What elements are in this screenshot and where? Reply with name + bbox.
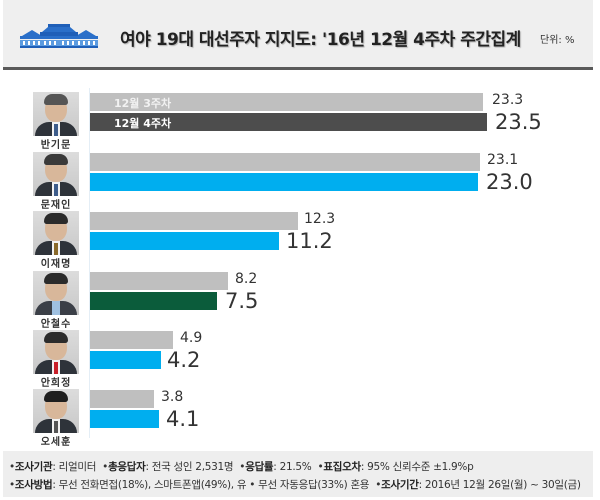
value-curr: 11.2	[286, 229, 333, 253]
value-prev: 3.8	[161, 389, 184, 405]
blue-house-icon	[20, 24, 98, 48]
bar-prev-week: 12월 3주차	[90, 93, 483, 111]
footer-line-2: •조사방법: 무선 전화면접(18%), 스마트폰앱(49%), 유 • 무선 …	[9, 479, 581, 491]
value-prev: 8.2	[235, 271, 258, 287]
candidate-photo	[33, 330, 79, 374]
footer-value: 전국 성인 2,531명	[151, 461, 234, 473]
footer-key: 응답률	[245, 461, 274, 473]
footer-key: 조사기간	[381, 479, 419, 491]
bar-curr-week: 12월 4주차	[90, 113, 487, 131]
footer-key: 조사기관	[14, 461, 53, 473]
candidate-name: 안철수	[40, 319, 72, 330]
unit-label: 단위: %	[540, 35, 575, 46]
chart-title: 여야 19대 대선주자 지지도: '16년 12월 4주차 주간집계	[120, 30, 521, 50]
footer-key: 표집오차	[323, 461, 361, 473]
legend-curr-label: 12월 4주차	[114, 117, 172, 130]
value-curr: 4.2	[167, 348, 201, 372]
footer-value: 2016년 12월 26일(월) ~ 30일(금)	[424, 479, 581, 491]
value-prev: 4.9	[180, 330, 203, 346]
legend-prev-label: 12월 3주차	[114, 97, 172, 110]
bar-prev-week	[90, 390, 154, 408]
candidate-group: 안희정 4.9 4.2	[0, 330, 600, 389]
candidate-name: 문재인	[40, 200, 72, 211]
bar-curr-week	[90, 410, 159, 428]
candidate-group: 오세훈 3.8 4.1	[0, 389, 600, 448]
footer-value: 95% 신뢰수준 ±1.9%p	[367, 461, 474, 473]
candidate-name: 이재명	[40, 259, 72, 270]
footer-line-1: •조사기관: 리얼미터 •총응답자: 전국 성인 2,531명 •응답률: 21…	[9, 461, 474, 473]
candidate-name: 안희정	[40, 378, 72, 389]
footer-key: 조사방법	[14, 479, 53, 491]
bar-chart: 반기문 12월 3주차 12월 4주차 23.3 23.5 문재인 23.1 2…	[0, 76, 600, 448]
candidate-group: 반기문 12월 3주차 12월 4주차 23.3 23.5	[0, 92, 600, 151]
footer-value: 21.5%	[279, 461, 312, 473]
bar-curr-week	[90, 351, 161, 369]
footer-value: 무선 전화면접(18%), 스마트폰앱(49%), 유 • 무선 자동응답(33…	[58, 479, 370, 491]
candidate-name: 반기문	[40, 140, 72, 151]
value-prev: 23.1	[487, 152, 519, 168]
axis-line	[89, 88, 90, 438]
bar-curr-week	[90, 173, 478, 191]
candidate-group: 이재명 12.3 11.2	[0, 211, 600, 270]
footer-value: 리얼미터	[58, 461, 97, 473]
candidate-name: 오세훈	[40, 437, 72, 448]
bar-prev-week	[90, 153, 480, 171]
value-prev: 12.3	[304, 211, 336, 227]
value-prev: 23.3	[492, 92, 524, 108]
candidate-group: 문재인 23.1 23.0	[0, 152, 600, 211]
candidate-photo	[33, 389, 79, 433]
bar-prev-week	[90, 331, 173, 349]
candidate-group: 안철수 8.2 7.5	[0, 271, 600, 330]
value-curr: 7.5	[225, 289, 259, 313]
value-curr: 4.1	[166, 407, 200, 431]
candidate-photo	[33, 152, 79, 196]
candidate-photo	[33, 271, 79, 315]
value-curr: 23.5	[495, 110, 542, 134]
survey-info-footer: •조사기관: 리얼미터 •총응답자: 전국 성인 2,531명 •응답률: 21…	[3, 451, 593, 497]
candidate-photo	[33, 92, 79, 136]
value-curr: 23.0	[486, 170, 533, 194]
bar-curr-week	[90, 232, 279, 250]
chart-header: 여야 19대 대선주자 지지도: '16년 12월 4주차 주간집계 단위: %	[3, 0, 593, 70]
bar-prev-week	[90, 212, 298, 230]
candidate-photo	[33, 211, 79, 255]
bar-prev-week	[90, 272, 228, 290]
footer-key: 총응답자	[108, 461, 146, 473]
bar-curr-week	[90, 292, 217, 310]
